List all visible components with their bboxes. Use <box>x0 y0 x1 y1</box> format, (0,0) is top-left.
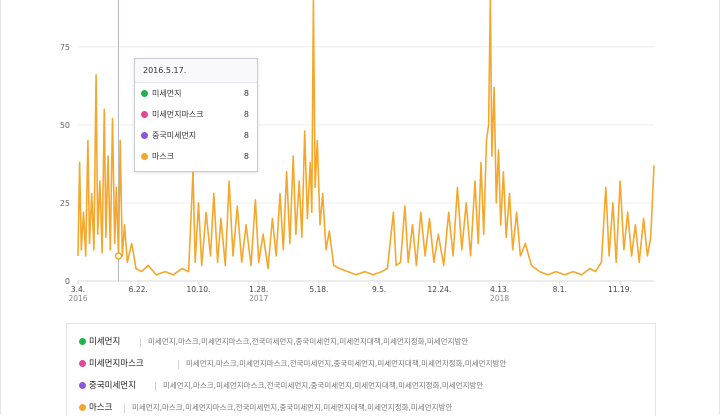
tooltip-series-value: 8 <box>243 131 249 140</box>
tooltip-row-series3: 중국미세먼지 8 <box>135 125 257 146</box>
x-tick-label: 10.10. <box>187 285 211 294</box>
tooltip-series-name: 마스크 <box>152 152 175 161</box>
y-axis-ticks: 0 25 50 75 <box>60 43 70 286</box>
tooltip-series-value: 8 <box>243 89 249 98</box>
line-chart[interactable]: 0 25 50 75 3.4.2016 6.22. 10.10. 1.28.2017 5.18… <box>0 0 720 310</box>
x-tick-year-label: 2016 <box>68 294 87 303</box>
x-tick-label: 5.18. <box>309 285 328 294</box>
legend-dot-icon <box>79 360 86 367</box>
legend-divider <box>140 338 141 347</box>
series-dot-icon <box>141 132 148 139</box>
legend-item-series3[interactable]: 중국미세먼지 미세먼지,마스크,미세먼지마스크,전국미세먼지,중국미세먼지,미세… <box>67 376 655 396</box>
x-tick-label: 11.19. <box>608 285 632 294</box>
series-line-mask[interactable] <box>77 0 655 276</box>
legend-dot-icon <box>79 338 86 345</box>
legend-keywords: 미세먼지,마스크,미세먼지마스크,전국미세먼지,중국미세먼지,미세먼지대책,미세… <box>186 359 507 368</box>
tooltip-series-name: 미세먼지 <box>152 89 182 98</box>
y-tick-label: 0 <box>65 277 70 286</box>
hover-point-marker <box>114 252 123 260</box>
series-dot-icon <box>141 90 148 97</box>
x-tick-label: 9.5. <box>372 285 386 294</box>
tooltip-row-series2: 미세먼지마스크 8 <box>135 104 257 125</box>
legend-dot-icon <box>79 404 86 411</box>
tooltip-series-value: 8 <box>243 110 249 119</box>
legend-keywords: 미세먼지,마스크,미세먼지마스크,전국미세먼지,중국미세먼지,미세먼지대책,미세… <box>132 403 453 412</box>
legend-divider <box>124 404 125 413</box>
hover-tooltip: 2016.5.17. 미세먼지 8 미세먼지마스크 8 중국미세먼지 8 마스크… <box>134 58 258 172</box>
series-lines[interactable] <box>77 0 655 276</box>
legend-series-name: 미세먼지 <box>89 337 121 347</box>
panel-border-left <box>0 0 1 415</box>
legend-keywords: 미세먼지,마스크,미세먼지마스크,전국미세먼지,중국미세먼지,미세먼지대책,미세… <box>163 381 484 390</box>
legend-keywords: 미세먼지,마스크,미세먼지마스크,전국미세먼지,중국미세먼지,미세먼지대책,미세… <box>148 337 469 346</box>
legend-series-name: 중국미세먼지 <box>89 381 136 391</box>
legend-divider <box>178 360 179 369</box>
y-tick-label: 25 <box>60 199 70 208</box>
x-tick-label: 4.13. <box>490 285 509 294</box>
tooltip-row-series1: 미세먼지 8 <box>135 83 257 104</box>
tooltip-row-series4: 마스크 8 <box>135 146 257 167</box>
series-dot-icon <box>141 153 148 160</box>
series-legend: 미세먼지 미세먼지,마스크,미세먼지마스크,전국미세먼지,중국미세먼지,미세먼지… <box>66 323 656 416</box>
legend-item-series2[interactable]: 미세먼지마스크 미세먼지,마스크,미세먼지마스크,전국미세먼지,중국미세먼지,미… <box>67 354 655 374</box>
x-tick-year-label: 2017 <box>249 294 268 303</box>
y-tick-label: 75 <box>60 43 70 52</box>
tooltip-date: 2016.5.17. <box>135 59 257 83</box>
x-tick-label: 12.24. <box>427 285 451 294</box>
x-tick-label: 1.28. <box>249 285 268 294</box>
x-tick-label: 3.4. <box>71 285 85 294</box>
x-tick-year-label: 2018 <box>490 294 509 303</box>
x-tick-label: 8.1. <box>553 285 567 294</box>
x-axis-ticks: 3.4.2016 6.22. 10.10. 1.28.2017 5.18. 9.5. 12.… <box>68 281 632 303</box>
y-tick-label: 50 <box>60 121 70 130</box>
tooltip-series-value: 8 <box>243 152 249 161</box>
legend-dot-icon <box>79 382 86 389</box>
tooltip-series-name: 중국미세먼지 <box>152 131 197 140</box>
legend-item-series4[interactable]: 마스크 미세먼지,마스크,미세먼지마스크,전국미세먼지,중국미세먼지,미세먼지대… <box>67 398 655 418</box>
tooltip-series-name: 미세먼지마스크 <box>152 110 204 119</box>
x-tick-label: 6.22. <box>129 285 148 294</box>
legend-series-name: 마스크 <box>89 403 113 413</box>
legend-divider <box>155 382 156 391</box>
legend-item-series1[interactable]: 미세먼지 미세먼지,마스크,미세먼지마스크,전국미세먼지,중국미세먼지,미세먼지… <box>67 332 655 352</box>
series-dot-icon <box>141 111 148 118</box>
legend-series-name: 미세먼지마스크 <box>89 359 144 369</box>
